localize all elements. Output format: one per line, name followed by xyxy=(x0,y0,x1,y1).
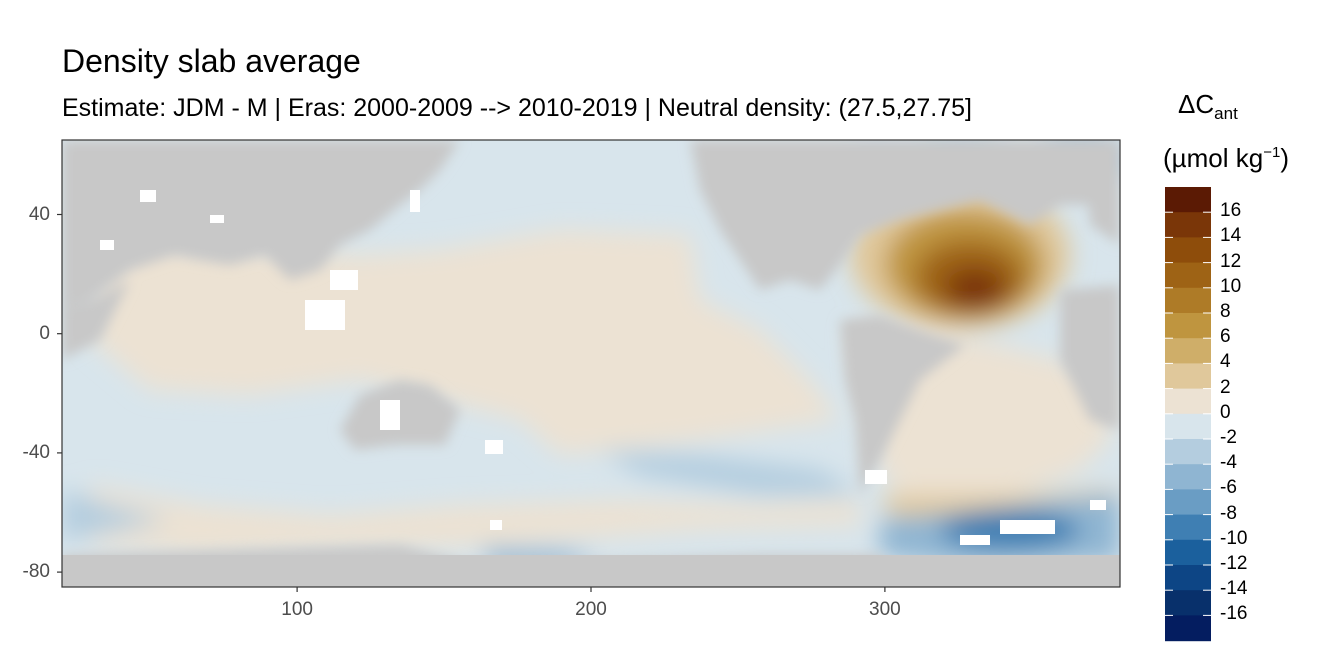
colorbar-segment xyxy=(1165,388,1211,415)
legend-title: ΔCant xyxy=(1178,89,1238,123)
colorbar-segment xyxy=(1165,464,1211,490)
chart-title: Density slab average xyxy=(62,43,361,79)
colorbar-label: 12 xyxy=(1220,250,1242,272)
map-panel xyxy=(62,140,1120,587)
land-region xyxy=(840,315,965,495)
value-patch xyxy=(62,490,170,540)
missing-patch xyxy=(380,400,400,430)
missing-patch xyxy=(1000,520,1055,534)
colorbar-segment xyxy=(1165,363,1211,390)
colorbar-label: -16 xyxy=(1220,603,1248,625)
antarctica xyxy=(62,555,1120,587)
missing-patch xyxy=(960,535,990,545)
missing-patch xyxy=(140,190,156,202)
colorbar-segment xyxy=(1165,287,1211,314)
colorbar-segment xyxy=(1165,187,1211,213)
colorbar-label: -6 xyxy=(1220,477,1237,499)
colorbar-segment xyxy=(1165,413,1211,440)
colorbar-segment xyxy=(1165,489,1211,516)
colorbar-segment xyxy=(1165,237,1211,264)
value-patch xyxy=(600,450,860,495)
y-tick-label: -40 xyxy=(22,441,50,463)
missing-patch xyxy=(1090,500,1106,510)
y-axis xyxy=(57,213,62,573)
chart-subtitle: Estimate: JDM - M | Eras: 2000-2009 --> … xyxy=(62,94,972,122)
land-region xyxy=(1060,285,1120,430)
missing-patch xyxy=(865,470,887,484)
land-region xyxy=(62,280,130,360)
colorbar-label: 2 xyxy=(1220,376,1231,398)
colorbar-label: -10 xyxy=(1220,527,1248,549)
land-region xyxy=(62,140,460,310)
x-axis xyxy=(296,587,886,592)
y-tick-label: -80 xyxy=(22,561,50,583)
value-patch xyxy=(90,485,860,555)
colorbar-segment xyxy=(1165,539,1211,566)
colorbar-label: 0 xyxy=(1220,401,1231,423)
colorbar-segment xyxy=(1165,313,1211,339)
land-region xyxy=(1085,145,1120,245)
colorbar-segment xyxy=(1165,338,1211,364)
colorbar-label: -12 xyxy=(1220,553,1248,574)
colorbar-label: 10 xyxy=(1220,275,1242,297)
x-tick-label: 200 xyxy=(575,599,607,620)
colorbar-segment xyxy=(1165,590,1211,616)
missing-patch xyxy=(210,215,224,223)
missing-patch xyxy=(330,270,358,290)
colorbar-segment xyxy=(1165,514,1211,541)
missing-patch xyxy=(305,300,345,330)
colorbar-segment xyxy=(1165,212,1211,238)
colorbar-label: 8 xyxy=(1220,301,1231,322)
colorbar-segment xyxy=(1165,565,1211,591)
legend-unit: (µmol kg−1) xyxy=(1163,143,1289,173)
missing-patch xyxy=(410,190,420,212)
value-patch xyxy=(945,268,1005,308)
missing-patch xyxy=(100,240,114,250)
colorbar-label: -8 xyxy=(1220,502,1237,524)
colorbar xyxy=(1165,187,1211,642)
missing-data xyxy=(100,190,1106,545)
colorbar-label: 16 xyxy=(1220,200,1242,222)
value-patch xyxy=(90,230,840,455)
land-region xyxy=(690,140,1120,290)
colorbar-segment xyxy=(1165,262,1211,289)
colorbar-segment xyxy=(1165,439,1211,465)
colorbar-label: 14 xyxy=(1220,225,1242,247)
colorbar-label: -2 xyxy=(1220,427,1237,448)
colorbar-segment xyxy=(1165,615,1211,642)
x-tick-label: 300 xyxy=(869,599,901,620)
colorbar-label: -14 xyxy=(1220,578,1248,600)
y-tick-label: 0 xyxy=(39,322,50,344)
y-tick-label: 40 xyxy=(28,203,50,225)
colorbar-label: 4 xyxy=(1220,351,1231,373)
missing-patch xyxy=(490,520,502,530)
x-tick-label: 100 xyxy=(281,599,313,620)
missing-patch xyxy=(485,440,503,454)
colorbar-label: -4 xyxy=(1220,452,1237,474)
colorbar-label: 6 xyxy=(1220,326,1231,348)
